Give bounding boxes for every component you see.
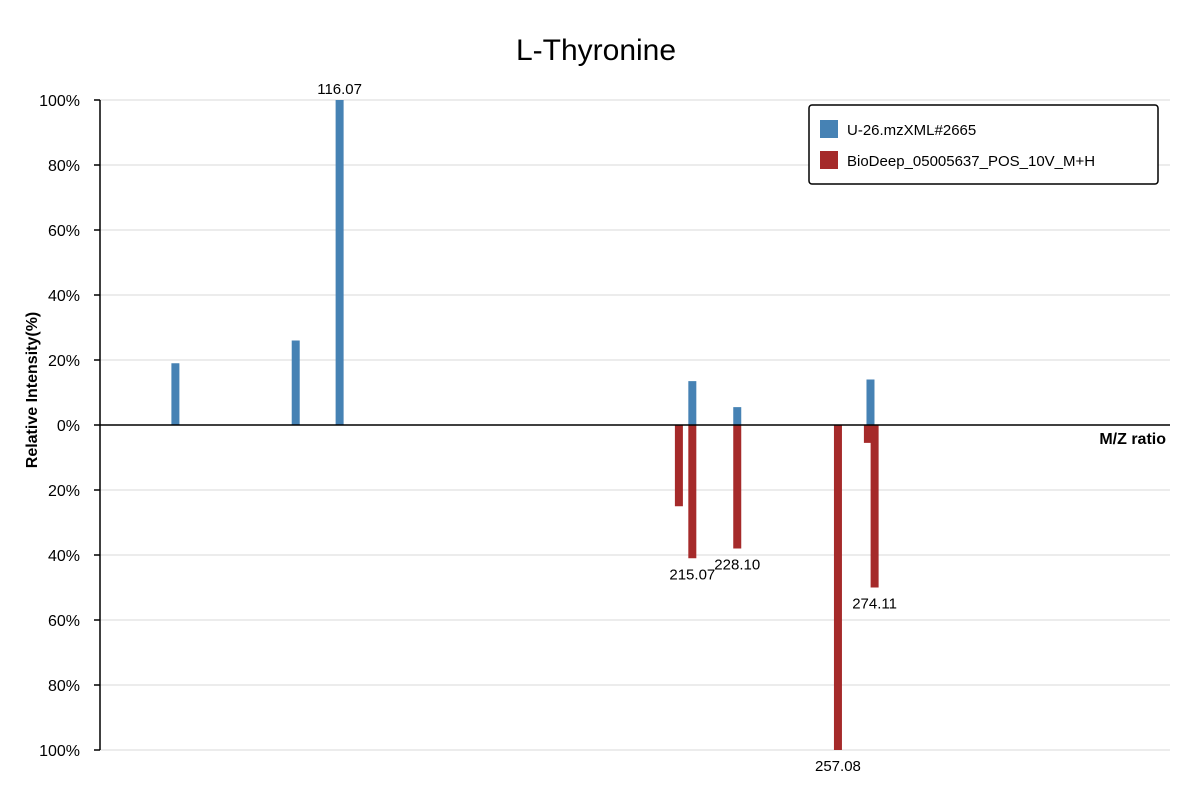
- y-tick-label: 80%: [48, 678, 80, 695]
- y-axis-title: Relative Intensity(%): [24, 312, 41, 468]
- reference-peak-bar: [733, 425, 742, 549]
- peak-label: 215.07: [669, 566, 715, 583]
- chart-title: L-Thyronine: [516, 34, 676, 67]
- y-tick-label: 80%: [48, 158, 80, 175]
- legend-swatch-sample: [820, 120, 838, 138]
- y-tick-label: 20%: [48, 483, 80, 500]
- y-tick-label: 0%: [57, 418, 80, 435]
- legend-swatch-reference: [820, 151, 838, 169]
- sample-peak-bar: [866, 379, 875, 425]
- legend-label-reference: BioDeep_05005637_POS_10V_M+H: [847, 153, 1095, 170]
- legend-box: [808, 104, 1159, 185]
- sample-peak-bar: [335, 100, 344, 425]
- reference-peak-bar: [688, 425, 697, 559]
- reference-peak-bar: [863, 425, 872, 443]
- y-tick-label: 60%: [48, 613, 80, 630]
- reference-peak-bar: [870, 425, 879, 588]
- peak-label: 116.07: [317, 81, 362, 98]
- peak-label: 257.08: [815, 758, 861, 775]
- y-tick-label: 20%: [48, 353, 80, 370]
- peak-label: 274.11: [852, 596, 897, 613]
- y-tick-label: 40%: [48, 288, 80, 305]
- sample-peak-bar: [688, 381, 697, 425]
- y-tick-label: 60%: [48, 223, 80, 240]
- y-tick-label: 100%: [39, 93, 80, 110]
- sample-peak-bar: [171, 363, 180, 425]
- y-tick-label: 100%: [39, 743, 80, 760]
- reference-peak-bar: [674, 425, 683, 507]
- y-tick-label: 40%: [48, 548, 80, 565]
- peak-label: 228.10: [714, 557, 760, 574]
- x-axis-title: M/Z ratio: [1099, 431, 1166, 448]
- axes: [94, 99, 1170, 751]
- sample-peak-bar: [291, 340, 300, 425]
- y-tick-labels: 100% 80% 60% 40% 20% 0% 20% 40% 60% 80% 100%: [39, 93, 80, 760]
- legend: U-26.mzXML#2665 BioDeep_05005637_POS_10V…: [808, 104, 1159, 185]
- sample-peak-bar: [733, 407, 742, 425]
- reference-peak-bar: [833, 425, 842, 750]
- legend-label-sample: U-26.mzXML#2665: [847, 122, 976, 139]
- grid: [100, 99, 1170, 751]
- bars: [171, 100, 879, 750]
